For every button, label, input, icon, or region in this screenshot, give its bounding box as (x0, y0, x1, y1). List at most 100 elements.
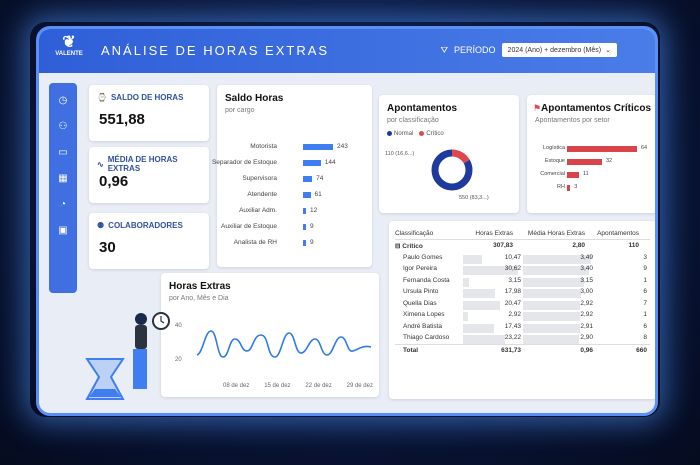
id-card-icon[interactable]: ▣ (58, 225, 68, 236)
bar-row: RH 3 (527, 184, 655, 193)
kpi-label: SALDO DE HORAS (110, 93, 184, 102)
cell-label: Crítico (402, 242, 423, 250)
cell-apont: 110 (628, 242, 640, 250)
media-databar (523, 312, 580, 322)
clock-icon[interactable]: ◷ (58, 95, 68, 106)
card-subtitle: por Ano, Mês e Dia (169, 295, 229, 302)
criticos-bar-chart: Logística 64 Estoque 32 Comercial 11 RH 3 (527, 145, 655, 205)
table-total-row: Total 631,73 0,96 660 (395, 343, 650, 357)
card-subtitle: Apontamentos por setor (535, 117, 610, 124)
bar[interactable] (567, 146, 637, 152)
cell-media-wrap: 2,92 (523, 311, 595, 322)
bar-row: Comercial 11 (527, 171, 655, 180)
horas-line-chart (196, 330, 372, 358)
table-row[interactable]: Ursula Pinto 17,98 3,00 6 (395, 286, 650, 299)
period-value: 2024 (Ano) + dezembro (Mês) (507, 46, 602, 54)
table-row[interactable]: Quella Dias 20,47 2,92 7 (395, 298, 650, 310)
cell-horas-wrap: 23,22 (463, 334, 523, 345)
kpi-colaboradores: ⚉ COLABORADORES 30 (89, 213, 209, 269)
donut-slice-normal[interactable] (431, 149, 473, 191)
kpi-saldo-horas: ⌚ SALDO DE HORAS 551,88 (89, 85, 209, 141)
brand-logo: ❦ VALENTE (51, 34, 87, 58)
saldo-bar-chart: Motorista 243 Separador de Estoque 144 Super… (212, 143, 372, 263)
cell-name: Paulo Gomes (403, 253, 443, 261)
cell-horas: 3,15 (508, 276, 521, 284)
bar[interactable] (303, 208, 306, 214)
pulse-icon: ∿ (97, 159, 104, 169)
bar[interactable] (303, 224, 306, 230)
filter-icon: ⛛ (440, 44, 449, 55)
cell-media-wrap: 2,91 (523, 323, 595, 333)
header-cell[interactable]: Média Horas Extras (527, 229, 585, 237)
table-row[interactable]: Ximena Lopes 2,92 2,92 1 (395, 309, 650, 322)
header-cell[interactable]: Apontamentos (597, 229, 639, 237)
bar[interactable] (567, 159, 602, 165)
bar-row: Analista de RH 9 (217, 239, 372, 248)
table-group-row[interactable]: ⊟ Crítico 307,83 2,80 110 (395, 240, 650, 252)
table-row[interactable]: Igor Pereira 30,62 3,40 9 (395, 263, 650, 276)
clock-badge-icon: ⌚ (97, 93, 107, 102)
bar-row: Motorista 243 (217, 143, 372, 152)
card-title: Apontamentos Críticos (541, 103, 652, 114)
calendar-icon[interactable]: ▦ (58, 173, 68, 184)
kpi-value: 551,88 (99, 111, 145, 128)
cell-horas: 30,62 (504, 265, 521, 273)
media-databar (523, 266, 590, 276)
bar[interactable] (567, 172, 580, 178)
cell-media-wrap: 3,00 (523, 288, 595, 299)
cell-media: 2,80 (572, 242, 585, 250)
bar-value-label: 61 (314, 191, 322, 198)
media-databar (523, 289, 582, 299)
cell-apont: 6 (643, 322, 647, 330)
bar[interactable] (303, 192, 311, 198)
table-row[interactable]: André Batista 17,43 2,91 6 (395, 321, 650, 333)
donut-chart (431, 149, 473, 191)
media-databar (523, 254, 591, 264)
card-title: Saldo Horas (225, 93, 284, 104)
header-cell[interactable]: Classificação (395, 229, 434, 237)
table-row[interactable]: Fernanda Costa 3,15 3,15 1 (395, 275, 650, 287)
table-row[interactable]: Paulo Gomes 10,47 3,49 3 (395, 252, 650, 264)
bar[interactable] (303, 240, 306, 246)
header-cell[interactable]: Horas Extras (475, 229, 513, 237)
card-icon[interactable]: ▭ (58, 147, 68, 158)
x-tick: 22 de dez (305, 383, 332, 389)
logo-text: VALENTE (55, 51, 83, 57)
bar-row: Auxiliar de Estoque 9 (217, 223, 372, 232)
cell-media: 0,96 (580, 346, 593, 354)
bar[interactable] (567, 185, 571, 191)
logo-v-icon: ❦ (62, 34, 76, 51)
donut-label-critico: 110 (16,6...) (385, 151, 415, 157)
cell-apont: 9 (643, 265, 647, 273)
collapse-icon[interactable]: ⊟ (395, 242, 401, 250)
cell-name: Fernanda Costa (403, 276, 450, 284)
bar-value-label: 64 (641, 145, 648, 151)
team-icon: ⚉ (97, 221, 105, 230)
bar[interactable] (303, 144, 333, 150)
apontamentos-card: Apontamentos por classificação Normal Cr… (379, 95, 519, 213)
cell-horas: 20,47 (504, 299, 521, 307)
horas-databar (463, 300, 500, 310)
user-icon[interactable]: ⚇ (58, 121, 68, 132)
cell-horas: 631,73 (501, 346, 521, 354)
bar-value-label: 243 (337, 143, 348, 150)
period-select[interactable]: 2024 (Ano) + dezembro (Mês) ⌄ (501, 43, 617, 57)
bar-category-label: Atendente (247, 191, 277, 198)
cell-media: 3,00 (580, 288, 593, 296)
horas-databar (463, 266, 519, 276)
bar[interactable] (303, 160, 321, 166)
cell-apont: 6 (643, 288, 647, 296)
bar[interactable] (303, 176, 313, 182)
cell-horas-wrap: 10,47 (463, 254, 523, 264)
cell-name: Quella Dias (403, 299, 437, 307)
table-row[interactable]: Thiago Cardoso 23,22 2,90 8 (395, 332, 650, 345)
bar-category-label: Auxiliar Adm. (239, 207, 277, 214)
cell-horas-wrap: 3,15 (463, 276, 523, 287)
media-databar (523, 323, 580, 333)
bar-category-label: Analista de RH (233, 239, 277, 246)
cell-name: André Batista (403, 322, 443, 330)
legend-normal: Normal (387, 131, 413, 137)
cell-horas-wrap: 17,98 (463, 288, 523, 299)
gauge-icon[interactable]: ◔ (59, 199, 67, 210)
kpi-value: 30 (99, 239, 116, 256)
